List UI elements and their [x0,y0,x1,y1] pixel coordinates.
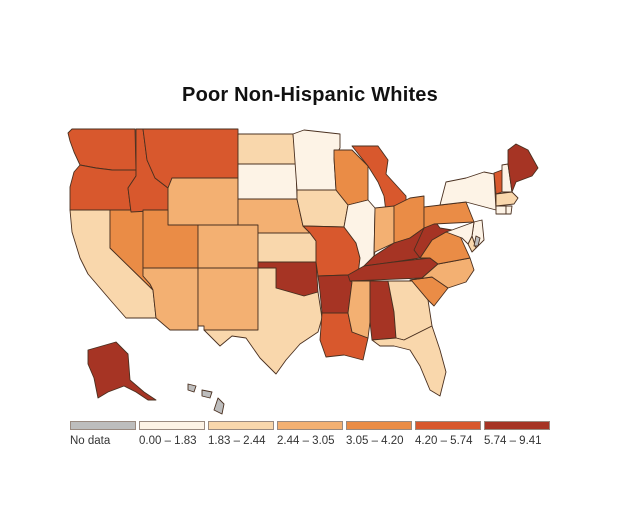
state-wy [167,177,239,226]
legend-label: 0.00 – 1.83 [139,435,197,447]
legend-swatch [139,421,205,430]
legend-swatch [277,421,343,430]
state-ri [505,205,513,215]
state-hi [187,383,225,415]
state-nm [197,267,259,331]
map-title: Poor Non-Hispanic Whites [182,84,438,106]
legend-label: No data [70,435,111,447]
state-pa [423,201,475,229]
state-ny [439,171,497,211]
legend-label: 3.05 – 4.20 [346,435,404,447]
state-me [507,143,539,193]
legend-swatch [484,421,550,430]
state-in [373,205,395,257]
state-ar [317,274,353,314]
legend-swatch [415,421,481,430]
legend-swatch [70,421,136,430]
state-ks [257,232,317,263]
state-md [445,221,475,245]
state-co [197,224,259,269]
legend-swatch [346,421,412,430]
legend-swatch [208,421,274,430]
legend-label: 2.44 – 3.05 [277,435,335,447]
states-layer [67,128,539,415]
state-mn [292,129,341,191]
state-or [69,164,137,213]
state-ak [87,341,157,401]
legend-label: 1.83 – 2.44 [208,435,266,447]
state-ms [347,280,371,339]
legend: No data 0.00 – 1.83 1.83 – 2.44 2.44 – 3… [70,421,550,451]
state-nd [237,133,297,165]
state-ct [495,205,507,215]
state-fl [371,325,447,397]
state-wa [67,128,137,171]
state-sd [237,163,298,200]
state-tx [203,267,323,375]
state-dc [473,235,481,247]
legend-label: 4.20 – 5.74 [415,435,473,447]
legend-label: 5.74 – 9.41 [484,435,542,447]
state-ma [495,191,519,207]
